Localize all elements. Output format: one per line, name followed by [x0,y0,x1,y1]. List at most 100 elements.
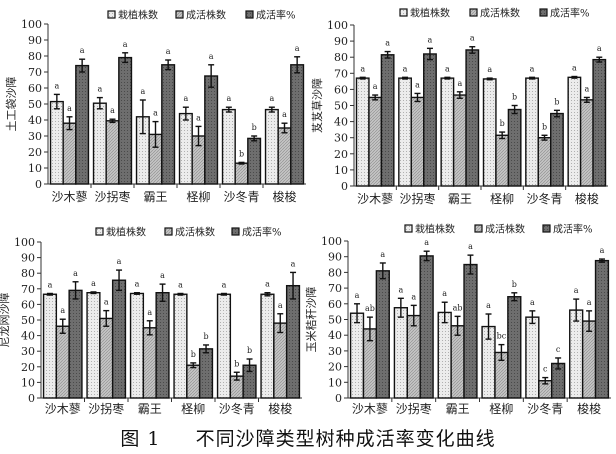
bar-rate [111,279,127,399]
significance-letter: a [295,44,300,53]
legend-swatch-planted [399,8,408,17]
figure-title: 不同沙障类型树种成活率变化曲线 [195,428,496,450]
y-tick-label: 100 [321,235,342,248]
significance-letter: a [530,298,535,307]
y-tick-label: 50 [21,314,35,327]
bar-rate [507,296,522,399]
significance-letter: a [584,84,589,93]
significance-letter: a [269,94,274,103]
bar-planted [482,78,497,187]
significance-letter: a [160,271,165,280]
bar-planted [49,100,64,185]
significance-letter: a [48,280,53,289]
y-tick-label: 30 [21,345,35,358]
bar-planted [216,293,232,399]
y-axis-label: 尼龙网沙障 [0,293,11,348]
bar-rate [375,270,390,399]
x-tick-label: 沙冬青 [219,401,255,416]
significance-letter: a [398,285,403,294]
y-tick-label: 10 [28,162,42,175]
y-tick-label: 30 [28,130,42,143]
chart-panel-4: 0102030405060708090100玉米秸秆沙障沙木蓼aaba沙拐枣aa… [304,223,611,416]
significance-letter: b [252,123,257,132]
bar-rate [550,112,564,187]
y-tick-label: 60 [28,82,42,95]
x-tick-label: 梭梭 [272,189,296,204]
significance-letter: a [574,286,579,295]
bar-rate [68,289,83,399]
legend-swatch-planted [404,224,413,233]
significance-letter: a [411,292,416,301]
significance-letter: a [587,298,592,307]
y-tick-label: 50 [28,98,42,111]
significance-letter: a [178,280,183,289]
significance-letter: a [226,94,231,103]
significance-letter: a [153,109,158,118]
x-tick-label: 沙冬青 [223,189,259,204]
significance-letter: a [278,301,283,310]
significance-letter: a [282,110,287,119]
y-tick-label: 10 [334,164,348,177]
bar-survived [579,99,594,187]
bar-planted [92,102,107,185]
bar-survived [234,162,249,185]
x-tick-label: 沙木蓼 [357,192,393,206]
figure-number: 图 1 [120,428,161,450]
bar-rate [419,255,434,399]
bar-rate [423,53,437,187]
y-tick-label: 100 [14,236,35,249]
x-tick-label: 沙拐枣 [88,401,124,416]
significance-letter: a [445,64,450,73]
x-tick-label: 梭梭 [268,401,292,416]
significance-letter: a [424,238,429,247]
legend-swatch-rate [542,224,551,233]
bar-planted [393,307,409,399]
x-tick-label: 霸王 [143,190,167,204]
y-tick-label: 20 [21,361,35,374]
bar-planted [437,311,452,399]
bar-planted [86,292,101,399]
bar-rate [463,263,478,399]
y-tick-label: 10 [328,376,342,389]
significance-letter: a [380,250,385,259]
significance-letter: a [360,64,365,73]
bar-rate [204,75,219,185]
bar-rate [465,49,480,187]
bar-planted [260,293,275,399]
bar-survived [105,120,120,185]
bar-planted [525,316,540,399]
y-tick-label: 100 [327,19,348,32]
significance-letter: a [67,104,72,113]
x-tick-label: 柽柳 [186,190,210,204]
y-tick-label: 80 [328,266,342,279]
bar-rate [75,64,90,185]
bar-rate [285,284,301,399]
legend-label-rate: 成活率% [553,223,593,236]
bar-survived [450,325,465,399]
significance-letter: b [500,119,505,128]
x-tick-label: 霸王 [138,402,162,416]
legend-swatch-rate [539,8,548,17]
y-tick-label: 80 [28,50,42,63]
legend-label-survived: 成活株数 [485,223,525,236]
significance-letter: c [543,365,548,374]
bar-rate [118,56,133,185]
bar-planted [178,112,193,185]
y-tick-label: 90 [334,35,348,48]
y-tick-label: 20 [328,361,342,374]
x-tick-label: 沙木蓼 [51,190,87,204]
bar-planted [398,77,412,187]
bar-survived [55,325,70,399]
y-tick-label: 10 [21,376,35,389]
significance-letter: a [222,280,227,289]
bar-survived [495,134,510,187]
y-axis-label: 芨芨草沙障 [310,78,324,133]
y-tick-label: 40 [21,330,35,343]
legend-swatch-rate [231,227,240,236]
significance-letter: b [247,346,252,355]
y-tick-label: 40 [334,116,348,129]
significance-letter: a [135,280,140,289]
significance-letter: b [512,93,517,102]
significance-letter: a [428,35,433,44]
